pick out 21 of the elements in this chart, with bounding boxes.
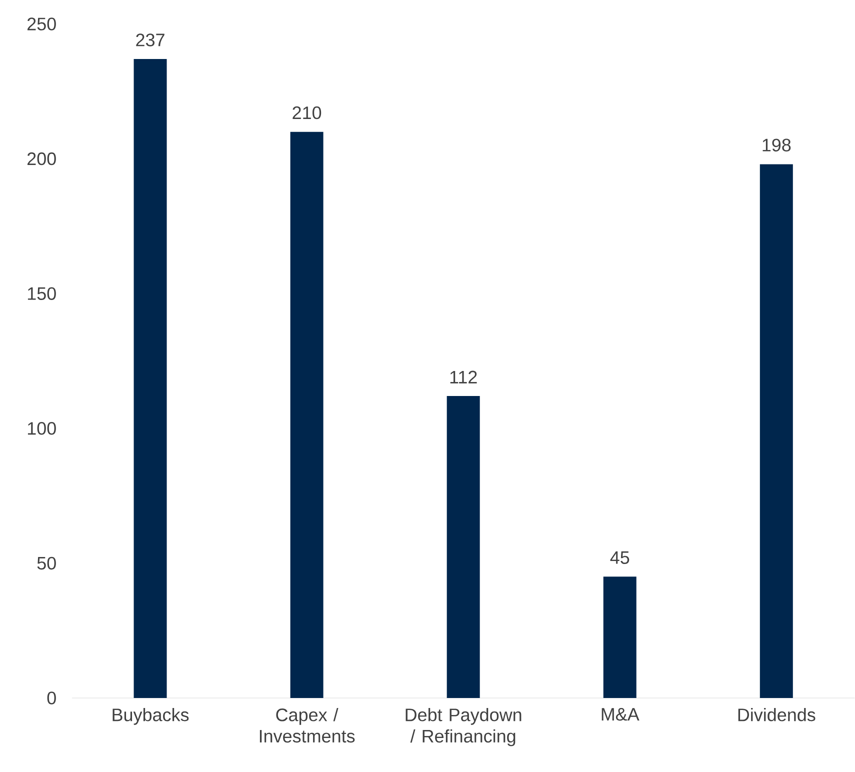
x-tick-label: Buybacks [112,708,189,725]
y-tick-label: 250 [27,18,56,30]
data-label: 112 [450,370,477,384]
bar [603,576,636,698]
bar [760,164,793,698]
x-tick-label: Capex / Investments [260,708,355,743]
x-tick-label: Debt Paydown / Refinancing [406,708,522,746]
y-tick-label: 200 [27,152,56,166]
x-tick-label: M&A [602,708,640,721]
x-tick-label: Dividends [738,708,816,722]
bar [290,132,324,698]
bar [134,59,167,698]
y-tick-label: 0 [47,692,56,704]
data-label: 198 [762,138,791,152]
y-tick-label: 50 [37,556,56,570]
data-label: 45 [610,551,630,564]
bar [446,396,480,698]
y-tick-label: 100 [28,422,56,435]
data-label: 237 [136,34,164,46]
y-tick-label: 150 [28,287,56,300]
data-label: 210 [292,106,322,120]
